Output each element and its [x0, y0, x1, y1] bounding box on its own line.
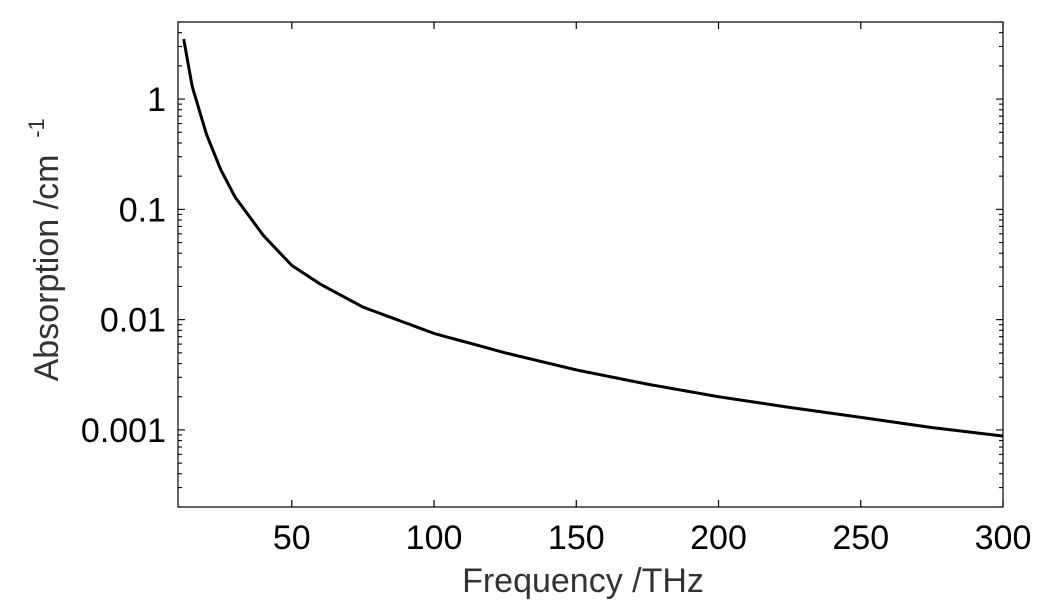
x-tick-label: 250	[832, 519, 889, 557]
y-axis-ticks	[178, 21, 1003, 508]
x-tick-label: 300	[975, 519, 1032, 557]
x-axis-title: Frequency /THz	[462, 562, 704, 600]
absorption-curve	[182, 38, 1004, 438]
x-tick-label: 200	[690, 519, 747, 557]
x-tick-labels: 50 100 150 200 250 300	[273, 519, 1031, 557]
y-axis-title-superscript: -1	[24, 118, 49, 138]
y-tick-label: 0.01	[100, 302, 166, 340]
plot-frame	[177, 21, 1004, 508]
y-axis-title: Absorption /cm	[28, 155, 66, 382]
x-axis-ticks	[291, 22, 1004, 507]
y-tick-label: 1	[147, 81, 166, 119]
y-tick-labels: 0.001 0.01 0.1 1	[81, 81, 166, 450]
x-tick-label: 100	[406, 519, 463, 557]
x-tick-label: 50	[273, 519, 311, 557]
y-tick-label: 0.001	[81, 412, 166, 450]
y-tick-label: 0.1	[119, 191, 166, 229]
x-tick-label: 150	[548, 519, 605, 557]
